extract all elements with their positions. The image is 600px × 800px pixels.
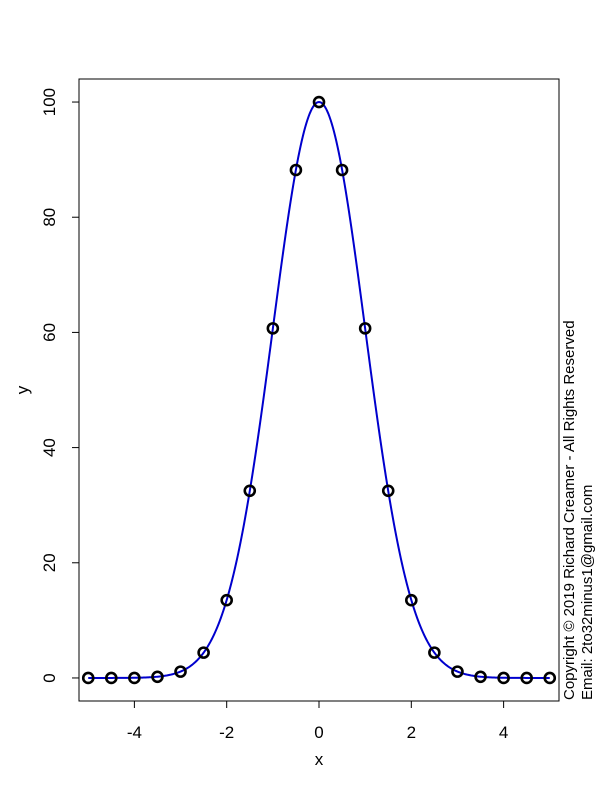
data-point [289,163,303,177]
y-tick-label: 100 [40,88,59,116]
data-point [358,322,372,335]
y-axis-title: y [13,385,32,394]
y-tick-label: 0 [40,673,59,682]
data-point [151,670,164,684]
fit-curve-line [88,101,550,679]
data-point [266,322,280,335]
x-tick-label: 0 [314,723,323,742]
data-point [335,163,349,177]
y-tick-label: 20 [40,553,59,572]
data-point [174,665,187,678]
copyright-text: Copyright © 2019 Richard Creamer - All R… [561,320,578,700]
data-point [243,484,257,498]
data-point [197,646,210,659]
y-axis: 0 20 40 60 80 100 [40,88,80,683]
email-text: Email: 2to32minus1@gmail.com [579,485,596,700]
x-tick-label: 4 [499,723,508,742]
data-point [312,95,326,109]
data-points [81,95,557,685]
y-tick-label: 40 [40,438,59,457]
data-point [543,671,557,685]
data-point [81,671,95,685]
x-tick-label: 2 [407,723,416,742]
data-point [128,671,141,685]
data-point [520,671,533,685]
y-tick-label: 80 [40,208,59,227]
data-point [497,671,510,685]
data-point [405,593,418,607]
data-point [105,671,118,685]
y-tick-label: 60 [40,323,59,342]
data-point [474,670,487,684]
plot-frame [78,78,560,702]
x-axis: -4 -2 0 2 4 [127,700,508,742]
x-tick-label: -4 [127,723,142,742]
data-point [451,665,464,678]
x-tick-label: -2 [219,723,234,742]
data-point [220,593,233,607]
data-point [428,646,441,659]
data-point [381,484,395,498]
x-axis-title: x [315,750,324,769]
